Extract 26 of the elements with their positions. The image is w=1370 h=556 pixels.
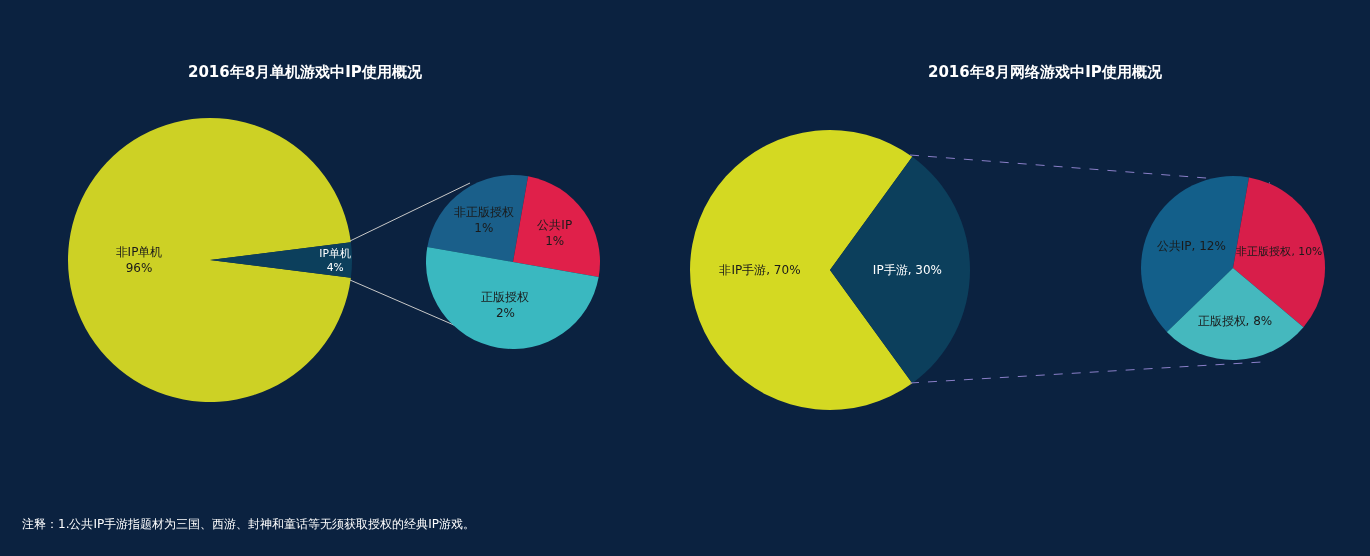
pie-slice xyxy=(426,246,599,349)
slice-label: 非IP手游, 70% xyxy=(719,263,801,277)
data-label: 96% xyxy=(125,260,153,275)
pie-slice xyxy=(690,130,913,410)
pie-slice xyxy=(513,176,600,278)
pie-slice xyxy=(1233,177,1325,328)
slice-label: 非正版授权 xyxy=(453,205,514,220)
slice-label: 非正版授权, 10% xyxy=(1236,244,1323,258)
data-label: 1% xyxy=(474,221,494,236)
data-label: 2% xyxy=(495,305,515,320)
data-label: 4% xyxy=(326,260,344,274)
pie-slice xyxy=(830,156,970,384)
text: 2016年8月网络游戏中IP使用概况 xyxy=(928,63,1163,81)
chart-title: 2016年8月单机游戏中IP使用概况 xyxy=(188,63,423,81)
slice-label: 非IP单机 xyxy=(115,245,163,260)
pie-slice xyxy=(427,175,529,262)
data-label: 1% xyxy=(545,233,565,248)
slice-label: 公共IP, 12% xyxy=(1156,238,1226,253)
pie-slice xyxy=(1166,268,1304,360)
pie-slice xyxy=(68,118,351,402)
text: 注释：1.公共IP手游指题材为三国、西游、封神和童话等无须获取授权的经典IP游戏。 xyxy=(22,517,475,531)
slice-label: 公共IP xyxy=(537,217,573,232)
slice-label: IP手游, 30% xyxy=(872,263,942,277)
slice-label: IP单机 xyxy=(319,246,351,260)
slice-label: 正版授权, 8% xyxy=(1197,313,1273,328)
slice-label: 正版授权 xyxy=(481,290,530,305)
